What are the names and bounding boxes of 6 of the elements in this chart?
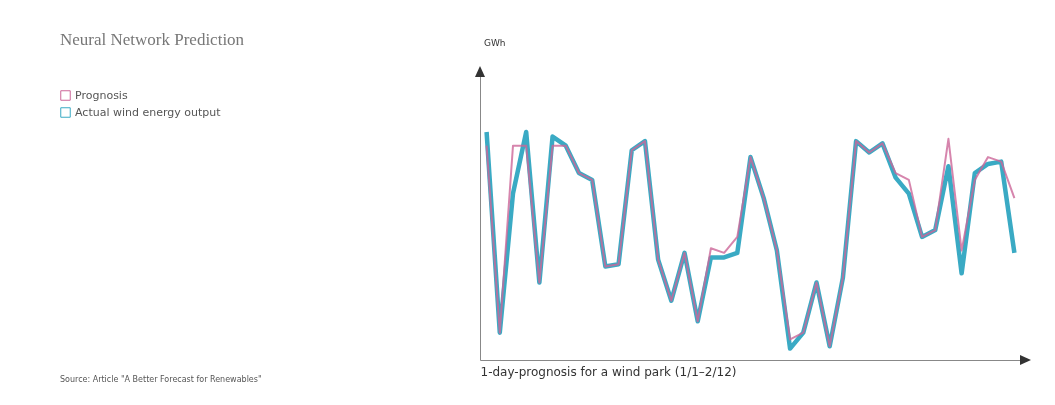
text: GWh — [484, 38, 506, 48]
legend-label: Prognosis — [75, 88, 128, 102]
source-note: Source: Article "A Better Forecast for Renewables" — [60, 375, 262, 384]
x-axis-title: 1-day-prognosis for a wind park (1/1–2/12) — [480, 364, 737, 379]
text: Neural Network Prediction — [60, 30, 245, 49]
legend-label: Actual wind energy output — [75, 105, 222, 119]
